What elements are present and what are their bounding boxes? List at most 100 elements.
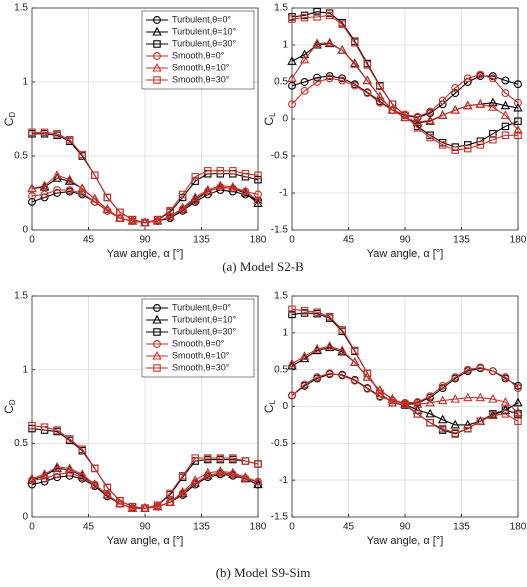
marker	[413, 398, 422, 407]
x-tick-label: 0	[289, 235, 295, 246]
marker	[438, 381, 447, 390]
marker	[387, 104, 398, 114]
y-tick-label: 0	[22, 225, 28, 236]
y-tick-label: 0	[282, 401, 288, 412]
x-tick-label: 90	[399, 235, 411, 246]
marker	[438, 424, 447, 433]
y-tick-label: 0.5	[274, 77, 288, 88]
marker	[190, 475, 200, 484]
marker	[437, 414, 448, 424]
marker	[177, 202, 188, 212]
y-axis-label-sub: L	[268, 399, 277, 404]
marker	[463, 365, 472, 374]
marker	[64, 463, 75, 472]
marker	[287, 56, 297, 65]
marker	[388, 399, 397, 407]
marker	[288, 391, 296, 400]
marker	[152, 26, 162, 36]
marker	[165, 497, 175, 506]
marker	[488, 74, 497, 83]
y-tick-label: 1.5	[14, 3, 28, 14]
y-tick-label: 0.5	[14, 151, 28, 162]
x-axis-label: Yaw angle, α [°]	[107, 248, 184, 260]
marker	[351, 346, 359, 355]
marker	[65, 435, 74, 443]
y-axis-label-base: C	[262, 117, 276, 126]
marker	[412, 399, 423, 408]
marker	[337, 345, 347, 355]
marker	[337, 45, 347, 54]
marker	[463, 419, 473, 429]
marker	[128, 215, 137, 224]
marker	[401, 111, 409, 120]
marker	[241, 457, 250, 465]
plot-frame	[31, 7, 259, 231]
marker	[313, 78, 322, 86]
marker	[153, 40, 161, 48]
marker	[153, 52, 161, 60]
marker	[450, 104, 460, 114]
marker	[338, 326, 346, 334]
marker	[77, 183, 87, 193]
marker	[153, 215, 162, 224]
x-tick-label: 0	[29, 235, 35, 246]
marker	[191, 172, 199, 181]
marker	[240, 472, 251, 481]
marker	[28, 197, 36, 206]
marker	[313, 7, 321, 16]
x-tick-label: 180	[510, 235, 527, 246]
y-tick-label: 1.5	[274, 3, 288, 14]
plot-frame	[291, 295, 519, 518]
marker	[513, 102, 523, 112]
x-tick-label: 45	[83, 235, 95, 246]
marker	[376, 82, 384, 91]
marker	[53, 470, 62, 479]
marker	[40, 423, 49, 431]
legend-box	[141, 10, 255, 90]
marker	[337, 346, 347, 356]
marker	[325, 74, 334, 83]
x-axis-label: Yaw angle, α [°]	[367, 248, 444, 260]
marker	[288, 81, 296, 90]
marker	[115, 498, 125, 508]
marker	[153, 501, 162, 509]
marker	[287, 360, 297, 370]
y-tick-label: 1	[22, 77, 28, 88]
marker	[28, 421, 36, 430]
marker	[488, 102, 498, 111]
x-tick-label: 45	[343, 235, 355, 246]
marker	[65, 135, 74, 144]
plot-frame	[291, 7, 519, 231]
y-tick-label: 0	[22, 512, 28, 523]
marker	[363, 369, 372, 378]
marker	[27, 183, 37, 193]
marker	[166, 207, 174, 215]
marker	[203, 467, 213, 477]
legend-label: Smooth,θ=10°	[172, 350, 230, 360]
marker	[325, 11, 334, 20]
marker	[338, 371, 347, 380]
marker	[362, 75, 373, 85]
marker	[450, 419, 460, 429]
legend-label: Turbulent,θ=30°	[172, 38, 236, 48]
marker	[514, 98, 522, 107]
x-tick-label: 0	[289, 522, 295, 533]
x-tick-label: 0	[29, 522, 35, 533]
marker	[203, 184, 213, 194]
legend-label: Smooth,θ=0°	[172, 338, 225, 348]
series-line	[291, 366, 519, 404]
plot-frame	[31, 295, 259, 518]
marker	[229, 167, 237, 175]
marker	[451, 83, 460, 92]
x-tick-label: 45	[343, 522, 355, 533]
marker	[350, 376, 359, 385]
marker	[28, 192, 36, 200]
marker	[39, 180, 50, 190]
marker	[40, 190, 49, 199]
marker	[437, 110, 448, 119]
marker	[39, 469, 50, 478]
legend-label: Turbulent,θ=10°	[172, 314, 236, 324]
marker	[90, 479, 100, 489]
marker	[500, 396, 511, 406]
